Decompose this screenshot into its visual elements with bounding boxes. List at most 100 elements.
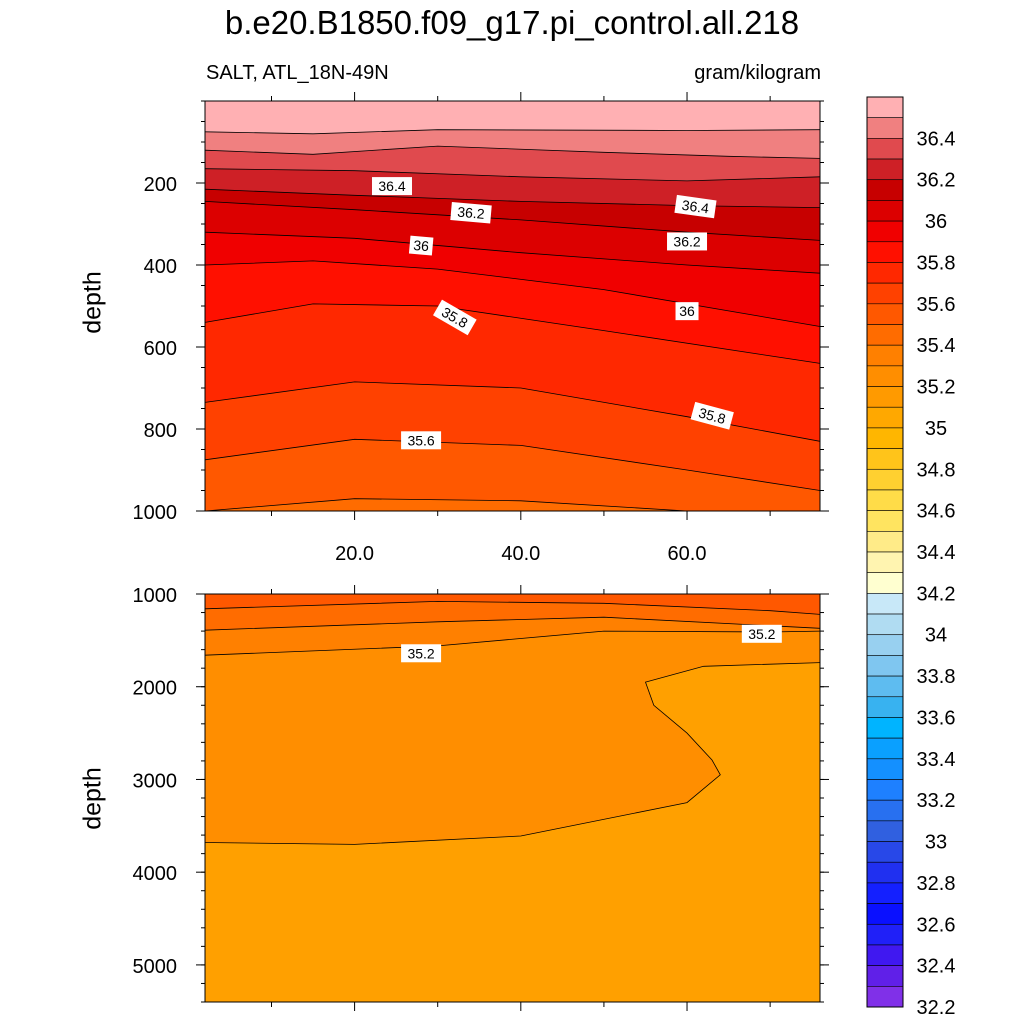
colorbar-swatch xyxy=(866,117,904,139)
contour-label-bg xyxy=(450,202,492,224)
colorbar-swatch xyxy=(866,427,904,449)
colorbar-swatch xyxy=(866,448,904,470)
colorbar-label: 32.6 xyxy=(917,914,956,936)
colorbar-label: 34.8 xyxy=(917,459,956,481)
colorbar-swatch xyxy=(866,841,904,863)
y-tick-label: 200 xyxy=(144,174,177,196)
colorbar-swatch xyxy=(866,882,904,904)
colorbar-swatch xyxy=(866,365,904,387)
contour-label: 36 xyxy=(408,235,434,256)
colorbar-label: 33 xyxy=(925,832,947,854)
colorbar-swatch xyxy=(866,179,904,201)
colorbar-label: 35.8 xyxy=(917,252,956,274)
contour-label-bg xyxy=(667,232,708,251)
contour-label: 36.2 xyxy=(450,202,492,224)
contour-label-text: 35.2 xyxy=(407,645,434,661)
colorbar-label: 33.4 xyxy=(917,749,956,771)
contour-label-text: 36.2 xyxy=(673,233,700,249)
colorbar-swatch xyxy=(866,324,904,346)
contour-label-bg xyxy=(433,299,477,336)
contour-line-36.5 xyxy=(205,129,820,135)
figure-title: b.e20.B1850.f09_g17.pi_control.all.218 xyxy=(224,4,800,41)
variable-region-label: SALT, ATL_18N-49N xyxy=(206,62,389,84)
contour-label-bg xyxy=(371,177,412,196)
colorbar-swatch xyxy=(866,282,904,305)
contour-label-text: 36 xyxy=(679,303,695,319)
colorbar-swatch xyxy=(866,158,904,181)
contour-label: 35.8 xyxy=(690,401,734,430)
lower-panel: 35.2 35.2 1000 2000 3000 4000 5000 xyxy=(133,585,829,1011)
y-tick-label: 1000 xyxy=(133,585,178,607)
contour-line-35.9 xyxy=(205,260,820,327)
colorbar-label: 34.6 xyxy=(917,501,956,523)
contour-label-text: 35.2 xyxy=(748,626,775,642)
y-tick-label: 5000 xyxy=(133,956,178,978)
colorbar-label: 35.6 xyxy=(917,294,956,316)
y-tick-label: 1000 xyxy=(133,502,178,524)
contour-label-bg xyxy=(401,644,442,663)
contour-line-35.8 xyxy=(205,303,820,364)
colorbar-swatch xyxy=(866,613,904,636)
colorbar-swatch xyxy=(866,138,904,160)
colorbar-swatch xyxy=(866,696,904,718)
colorbar-label: 35.4 xyxy=(917,335,956,357)
colorbar-swatch xyxy=(866,200,904,222)
colorbar-label: 34.4 xyxy=(917,542,956,564)
contour-band-35.5 xyxy=(205,498,820,511)
colorbar-label: 32.2 xyxy=(917,997,956,1019)
contour-label: 36.2 xyxy=(667,232,708,251)
colorbar-swatch xyxy=(866,944,904,966)
contour-line-35.1 xyxy=(205,662,820,845)
contour-label-text: 35.8 xyxy=(697,404,728,427)
x-tick-label: 60.0 xyxy=(668,543,707,565)
colorbar-label: 36.4 xyxy=(917,128,956,150)
colorbar-swatch xyxy=(866,241,904,263)
colorbar-label: 34 xyxy=(925,625,947,647)
colorbar-swatch xyxy=(866,923,904,946)
colorbar-swatch xyxy=(866,551,904,573)
colorbar-swatch xyxy=(866,220,904,243)
y-tick-label: 3000 xyxy=(133,770,178,792)
contour-label-bg xyxy=(408,235,434,256)
colorbar-swatch xyxy=(866,737,904,760)
colorbar-swatch xyxy=(866,96,904,118)
colorbar-swatch xyxy=(866,861,904,884)
contour-line-36.3 xyxy=(205,168,820,182)
colorbar-frame xyxy=(866,96,904,1008)
contour-band-35.1 xyxy=(205,662,820,1002)
colorbar-swatch xyxy=(866,986,904,1008)
contour-label-bg xyxy=(675,302,699,321)
colorbar-swatch xyxy=(866,303,904,325)
contour-line-36.4 xyxy=(205,145,820,159)
y-tick-label: 2000 xyxy=(133,678,178,700)
contour-label-text: 36 xyxy=(413,237,430,254)
colorbar-label: 35 xyxy=(925,418,947,440)
colorbar-swatch xyxy=(866,799,904,822)
colorbar-swatch xyxy=(866,406,904,429)
colorbar-swatch xyxy=(866,758,904,780)
contour-label: 36 xyxy=(675,302,699,321)
y-tick-label: 400 xyxy=(144,256,177,278)
colorbar-label: 34.2 xyxy=(917,583,956,605)
contour-label: 35.2 xyxy=(401,644,442,663)
colorbar-label: 36.2 xyxy=(917,170,956,192)
contour-label-bg xyxy=(674,194,717,219)
contour-label-text: 36.4 xyxy=(378,178,405,194)
colorbar-swatch xyxy=(866,344,904,367)
contour-band-35.6 xyxy=(205,439,820,511)
colorbar-label: 35.2 xyxy=(917,377,956,399)
x-tick-label: 20.0 xyxy=(335,543,374,565)
colorbar-label: 36 xyxy=(925,211,947,233)
contour-line-35.2 xyxy=(205,630,820,656)
lower-fill-region: 35.2 35.2 xyxy=(205,594,820,1002)
colorbar-swatch xyxy=(866,820,904,842)
colorbar-swatch xyxy=(866,965,904,987)
contour-label: 36.4 xyxy=(371,177,412,196)
colorbar-swatch xyxy=(866,675,904,698)
y-tick-label: 600 xyxy=(144,338,177,360)
units-label: gram/kilogram xyxy=(694,62,821,84)
contour-label-text: 36.2 xyxy=(457,204,486,222)
colorbar-swatch xyxy=(866,634,904,656)
contour-label: 35.2 xyxy=(741,624,782,643)
